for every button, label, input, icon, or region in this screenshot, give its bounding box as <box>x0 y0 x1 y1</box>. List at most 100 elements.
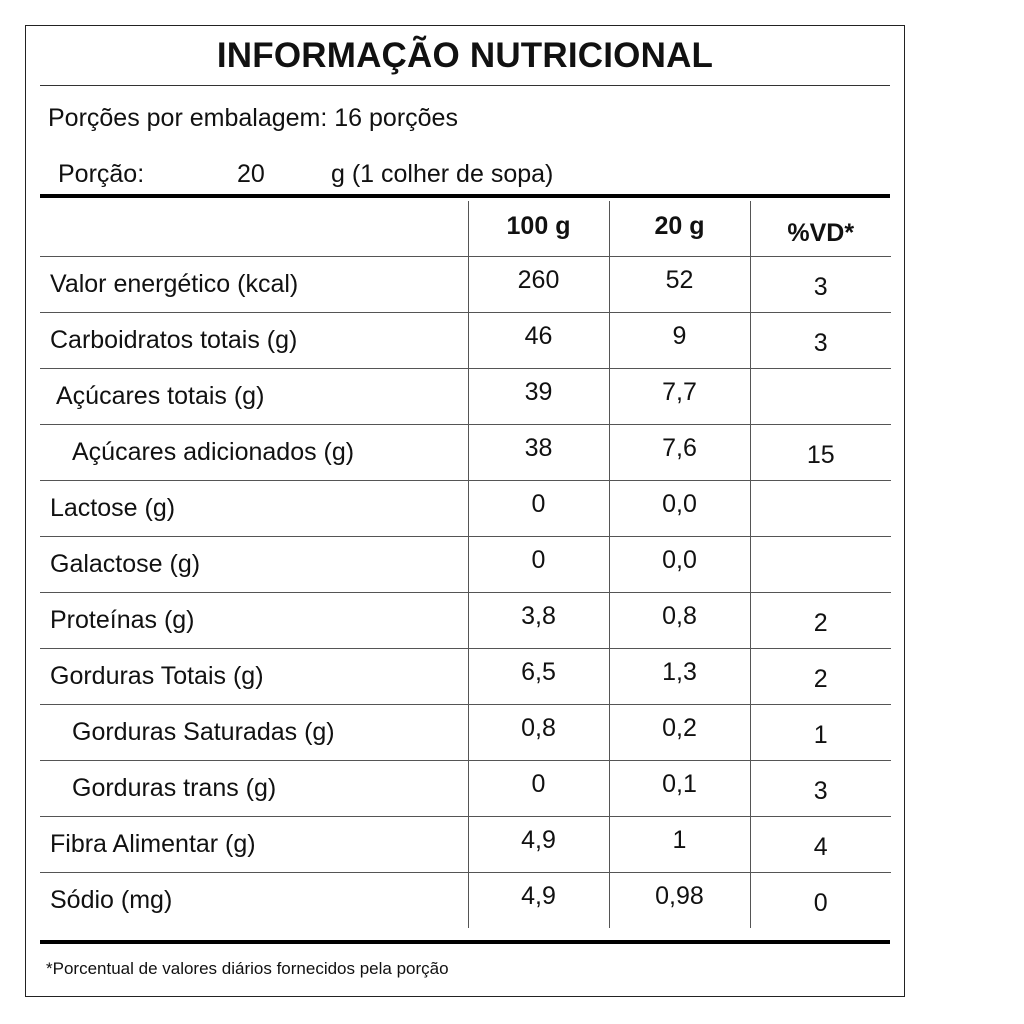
nutrient-name: Fibra Alimentar (g) <box>40 816 468 873</box>
table-body: Valor energético (kcal) 260 52 3 Carboidrato… <box>40 256 891 928</box>
value-per-100g-cell: 6,5 <box>467 648 609 705</box>
value-per-portion-cell: 0,0 <box>608 480 750 537</box>
table-row: Valor energético (kcal) 260 52 3 <box>40 256 891 313</box>
daily-value-percent-cell: 2 <box>749 648 891 705</box>
daily-value-footnote: *Porcentual de valores diários fornecido… <box>46 959 449 978</box>
column-header-per-portion: 20 g <box>608 201 750 257</box>
table-row: Açúcares totais (g) 39 7,7 <box>40 368 891 425</box>
value-per-100g: 46 <box>524 321 553 350</box>
value-per-portion: 0,8 <box>662 601 697 630</box>
table-row: Galactose (g) 0 0,0 <box>40 536 891 593</box>
column-header-daily-value-text: %VD* <box>787 218 855 247</box>
value-per-portion: 0,1 <box>662 769 697 798</box>
value-per-portion-cell: 0,0 <box>608 536 750 593</box>
value-per-portion: 9 <box>672 321 687 350</box>
value-per-100g-cell: 4,9 <box>467 872 609 928</box>
table-row: Gorduras Totais (g) 6,5 1,3 2 <box>40 648 891 705</box>
daily-value-percent-cell: 0 <box>749 872 891 928</box>
value-per-100g: 0 <box>531 545 546 574</box>
value-per-portion: 1,3 <box>662 657 697 686</box>
nutrient-name: Valor energético (kcal) <box>40 256 468 313</box>
column-header-per-portion-text: 20 g <box>654 211 705 240</box>
value-per-portion: 52 <box>665 265 694 294</box>
value-per-portion-cell: 0,2 <box>608 704 750 761</box>
value-per-portion-cell: 0,1 <box>608 760 750 817</box>
daily-value-percent-cell: 2 <box>749 592 891 649</box>
value-per-portion: 0,98 <box>655 881 704 910</box>
value-per-100g: 260 <box>517 265 560 294</box>
daily-value-percent: 3 <box>813 272 828 301</box>
value-per-portion-cell: 1 <box>608 816 750 873</box>
value-per-portion-cell: 0,8 <box>608 592 750 649</box>
daily-value-percent: 3 <box>813 776 828 805</box>
table-row: Carboidratos totais (g) 46 9 3 <box>40 312 891 369</box>
nutrient-name: Gorduras Totais (g) <box>40 648 468 705</box>
table-row: Gorduras Saturadas (g) 0,8 0,2 1 <box>40 704 891 761</box>
table-row: Açúcares adicionados (g) 38 7,6 15 <box>40 424 891 481</box>
value-per-100g-cell: 0,8 <box>467 704 609 761</box>
value-per-portion: 7,6 <box>662 433 697 462</box>
value-per-100g-cell: 4,9 <box>467 816 609 873</box>
column-header-per-100g: 100 g <box>467 201 609 257</box>
nutrient-name: Açúcares totais (g) <box>40 368 468 425</box>
value-per-portion: 7,7 <box>662 377 697 406</box>
value-per-100g: 38 <box>524 433 553 462</box>
value-per-100g: 6,5 <box>521 657 556 686</box>
nutrient-name: Lactose (g) <box>40 480 468 537</box>
value-per-portion: 0,0 <box>662 489 697 518</box>
table-row: Proteínas (g) 3,8 0,8 2 <box>40 592 891 649</box>
value-per-100g: 0 <box>531 489 546 518</box>
nutrient-name: Proteínas (g) <box>40 592 468 649</box>
nutrient-name: Gorduras Saturadas (g) <box>40 704 468 761</box>
header-thick-divider <box>40 194 890 198</box>
table-row: Gorduras trans (g) 0 0,1 3 <box>40 760 891 817</box>
nutrient-name: Gorduras trans (g) <box>40 760 468 817</box>
value-per-portion-cell: 9 <box>608 312 750 369</box>
nutrient-name: Galactose (g) <box>40 536 468 593</box>
portion-unit-description: g (1 colher de sopa) <box>331 160 554 188</box>
value-per-100g: 0,8 <box>521 713 556 742</box>
value-per-100g-cell: 3,8 <box>467 592 609 649</box>
table-header-row: 100 g 20 g %VD* <box>40 201 891 257</box>
value-per-portion: 0,2 <box>662 713 697 742</box>
daily-value-percent: 4 <box>813 832 828 861</box>
value-per-portion-cell: 7,7 <box>608 368 750 425</box>
daily-value-percent-cell: 3 <box>749 256 891 313</box>
table-row: Sódio (mg) 4,9 0,98 0 <box>40 872 891 928</box>
value-per-100g: 3,8 <box>521 601 556 630</box>
value-per-100g: 4,9 <box>521 881 556 910</box>
value-per-portion-cell: 7,6 <box>608 424 750 481</box>
daily-value-percent-cell: 3 <box>749 760 891 817</box>
daily-value-percent-cell <box>749 536 891 593</box>
daily-value-percent-cell <box>749 368 891 425</box>
portion-amount: 20 <box>237 160 265 188</box>
value-per-portion-cell: 0,98 <box>608 872 750 928</box>
value-per-100g-cell: 46 <box>467 312 609 369</box>
nutrient-name: Sódio (mg) <box>50 885 173 914</box>
value-per-portion-cell: 1,3 <box>608 648 750 705</box>
title-divider <box>40 85 890 86</box>
servings-per-package: Porções por embalagem: 16 porções <box>48 104 458 132</box>
value-per-100g-cell: 38 <box>467 424 609 481</box>
nutrient-name: Carboidratos totais (g) <box>40 312 468 369</box>
value-per-100g-cell: 0 <box>467 760 609 817</box>
value-per-portion-cell: 52 <box>608 256 750 313</box>
daily-value-percent: 3 <box>813 328 828 357</box>
daily-value-percent: 1 <box>813 720 828 749</box>
label-title: INFORMAÇÃO NUTRICIONAL <box>216 36 714 75</box>
portion-label: Porção: <box>58 160 145 188</box>
value-per-100g: 4,9 <box>521 825 556 854</box>
nutrient-name: Açúcares adicionados (g) <box>40 424 468 481</box>
nutrition-facts-panel: INFORMAÇÃO NUTRICIONAL Porções por embal… <box>25 25 905 997</box>
value-per-portion: 0,0 <box>662 545 697 574</box>
value-per-100g: 0 <box>531 769 546 798</box>
daily-value-percent-cell: 1 <box>749 704 891 761</box>
value-per-100g: 39 <box>524 377 553 406</box>
value-per-100g-cell: 0 <box>467 480 609 537</box>
daily-value-percent: 2 <box>813 608 828 637</box>
value-per-100g-cell: 0 <box>467 536 609 593</box>
daily-value-percent-cell <box>749 480 891 537</box>
table-row: Fibra Alimentar (g) 4,9 1 4 <box>40 816 891 873</box>
value-per-100g-cell: 260 <box>467 256 609 313</box>
value-per-100g-cell: 39 <box>467 368 609 425</box>
